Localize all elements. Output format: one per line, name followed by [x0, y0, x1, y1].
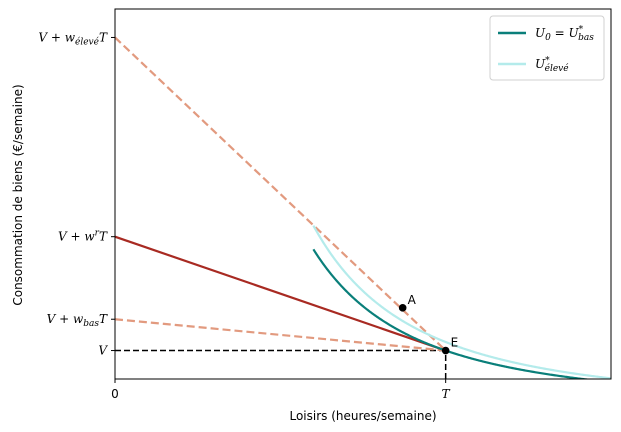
legend-entry-label: U0 = U* bas: [535, 25, 594, 43]
y-tick-label: V: [98, 344, 108, 358]
budget-reservation-line: [115, 235, 447, 352]
x-tick-label: 0: [111, 387, 119, 401]
x-tick-label: T: [442, 387, 451, 401]
y-tick-label: V + wélevéT: [38, 30, 108, 47]
legend-entry-label: U* élevé: [535, 56, 569, 74]
y-axis-ticks: V + wélevéT V + wrT V + wbasT V: [38, 30, 115, 358]
x-axis-ticks: 0T0: [111, 379, 451, 401]
indifference-curve-high: [312, 225, 611, 379]
indifference-curve-low: [312, 248, 592, 379]
legend: U0 = U* bas U* élevé: [489, 15, 605, 81]
point-e: [441, 346, 450, 355]
plot-frame: [114, 8, 612, 380]
y-axis-label: Consommation de biens (€/semaine): [11, 84, 25, 305]
y-tick-label: V + wbasT: [47, 312, 108, 329]
x-axis-label: Loisirs (heures/semaine): [289, 409, 436, 423]
point-a: [398, 304, 407, 312]
budget-low-line: [115, 318, 446, 352]
budget-high-line: [115, 36, 447, 352]
data-points: AE: [398, 293, 459, 355]
point-label-a: A: [408, 293, 417, 307]
plot-area: [115, 36, 611, 379]
point-label-e: E: [451, 336, 459, 350]
y-tick-label: V + wrT: [58, 229, 108, 244]
